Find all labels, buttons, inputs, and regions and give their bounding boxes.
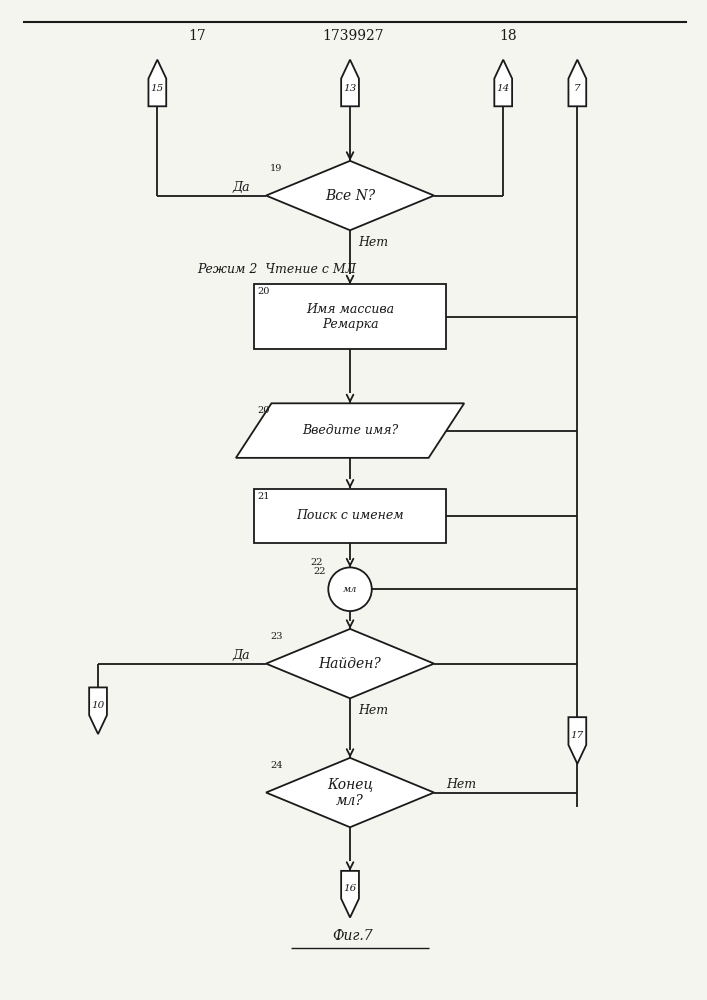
Text: 13: 13 (344, 84, 356, 93)
Text: 10: 10 (91, 701, 105, 710)
Text: 16: 16 (344, 884, 356, 893)
Text: Нет: Нет (358, 236, 388, 249)
Text: 20: 20 (257, 287, 270, 296)
Text: Введите имя?: Введите имя? (302, 424, 398, 437)
Text: 19: 19 (270, 164, 282, 173)
Polygon shape (266, 629, 434, 698)
Text: 1739927: 1739927 (322, 29, 384, 43)
Text: Имя массива
Ремарка: Имя массива Ремарка (306, 303, 394, 331)
Polygon shape (568, 60, 586, 106)
Text: Да: Да (233, 649, 250, 662)
Text: 23: 23 (270, 632, 283, 641)
Text: Нет: Нет (446, 778, 476, 791)
Text: мл: мл (343, 585, 357, 594)
Polygon shape (89, 687, 107, 734)
Circle shape (328, 567, 372, 611)
Text: 21: 21 (257, 492, 270, 501)
Polygon shape (266, 161, 434, 230)
Text: 22: 22 (314, 567, 327, 576)
Text: 14: 14 (496, 84, 510, 93)
Polygon shape (148, 60, 166, 106)
Text: Нет: Нет (358, 704, 388, 717)
Polygon shape (266, 758, 434, 827)
Text: 7: 7 (574, 84, 580, 93)
Polygon shape (341, 60, 359, 106)
Text: 22: 22 (311, 558, 323, 567)
Text: Конец
мл?: Конец мл? (327, 777, 373, 808)
Text: 24: 24 (270, 761, 283, 770)
Bar (254, 284, 446, 349)
Text: Да: Да (233, 181, 250, 194)
Bar (254, 489, 446, 543)
Text: Все N?: Все N? (325, 189, 375, 203)
Text: 17: 17 (571, 731, 584, 740)
Polygon shape (494, 60, 512, 106)
Text: 17: 17 (188, 29, 206, 43)
Polygon shape (236, 403, 464, 458)
Text: 18: 18 (499, 29, 517, 43)
Text: Поиск с именем: Поиск с именем (296, 509, 404, 522)
Polygon shape (568, 717, 586, 764)
Text: Найден?: Найден? (319, 657, 382, 671)
Text: 20: 20 (257, 406, 270, 415)
Text: Фиг.7: Фиг.7 (333, 929, 373, 943)
Text: Режим 2  Чтение с МЛ: Режим 2 Чтение с МЛ (197, 263, 356, 276)
Polygon shape (341, 871, 359, 917)
Text: 15: 15 (151, 84, 164, 93)
